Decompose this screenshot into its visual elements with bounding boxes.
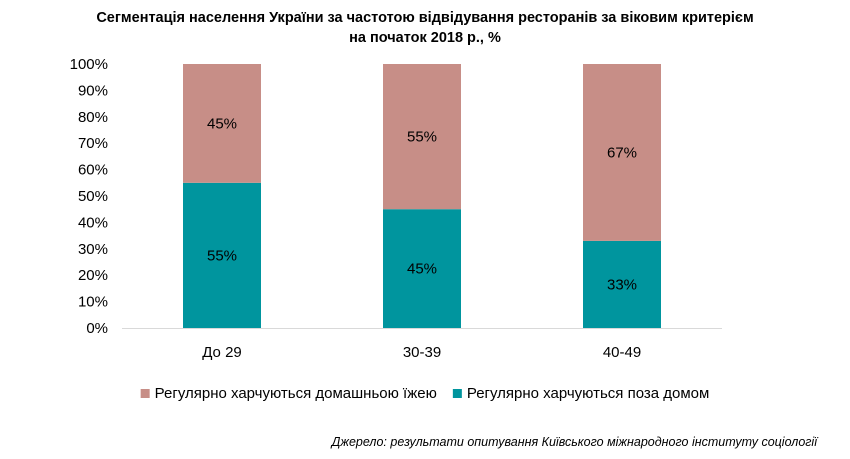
y-tick-label: 20%	[78, 267, 108, 284]
bar-segment	[383, 209, 461, 328]
y-tick-label: 0%	[86, 320, 108, 337]
data-label: 33%	[607, 276, 637, 293]
y-tick-label: 10%	[78, 294, 108, 311]
y-tick-label: 50%	[78, 188, 108, 205]
bars: 55% 45% 45% 55% 33% 67%	[183, 64, 661, 328]
y-tick-label: 40%	[78, 214, 108, 231]
data-label: 55%	[207, 247, 237, 264]
legend-label: Регулярно харчуються домашньою їжею	[155, 385, 437, 402]
y-axis: 0% 10% 20% 30% 40% 50% 60% 70% 80% 90% 100%	[70, 56, 108, 337]
y-tick-label: 80%	[78, 109, 108, 126]
y-tick-label: 30%	[78, 241, 108, 258]
legend-label: Регулярно харчуються поза домом	[467, 385, 709, 402]
bar-segment	[583, 64, 661, 241]
data-label: 67%	[607, 144, 637, 161]
legend: Регулярно харчуються домашньою їжею Регул…	[140, 385, 709, 402]
bar-segment	[183, 182, 261, 328]
legend-swatch	[452, 389, 462, 398]
legend-swatch	[140, 389, 150, 398]
bar-segment	[383, 64, 461, 210]
data-label: 45%	[207, 115, 237, 132]
data-label: 45%	[407, 261, 437, 278]
source-note: Джерело: результати опитування Київськог…	[330, 435, 820, 449]
bar-segment	[183, 64, 261, 183]
chart-title-line2: на початок 2018 р., %	[349, 30, 501, 46]
y-tick-label: 60%	[78, 162, 108, 179]
x-tick-label: 40-49	[603, 344, 641, 361]
x-axis-labels: До 29 30-39 40-49	[202, 344, 641, 361]
data-label: 55%	[407, 129, 437, 146]
y-tick-label: 100%	[70, 56, 108, 73]
y-tick-label: 90%	[78, 82, 108, 99]
y-tick-label: 70%	[78, 135, 108, 152]
x-tick-label: 30-39	[403, 344, 441, 361]
x-tick-label: До 29	[202, 344, 242, 361]
bar-segment	[583, 240, 661, 328]
chart-title-line1: Сегментація населення України за частото…	[96, 10, 753, 26]
